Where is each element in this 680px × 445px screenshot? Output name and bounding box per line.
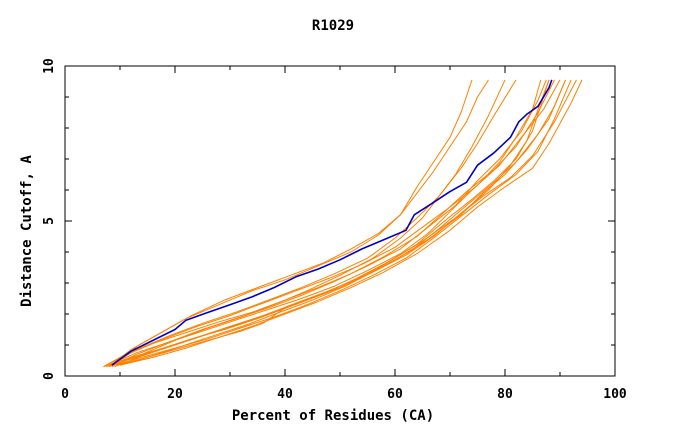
axis-ticks bbox=[64, 65, 616, 377]
highlight-series-line bbox=[111, 79, 553, 366]
plot-frame bbox=[64, 65, 616, 377]
x-tick-label: 80 bbox=[497, 387, 513, 402]
series-line bbox=[103, 79, 566, 368]
series-line bbox=[111, 79, 547, 368]
x-tick-label: 20 bbox=[167, 387, 183, 402]
series-lines bbox=[103, 79, 583, 368]
y-tick-label: 5 bbox=[42, 217, 57, 225]
series-line bbox=[114, 79, 550, 368]
x-tick-label: 100 bbox=[603, 387, 627, 402]
chart-title: R1029 bbox=[312, 18, 354, 34]
y-tick-label: 10 bbox=[42, 58, 57, 74]
series-line bbox=[103, 79, 555, 368]
series-line bbox=[114, 79, 572, 366]
x-tick-label: 40 bbox=[277, 387, 293, 402]
series-line bbox=[119, 79, 566, 366]
series-line bbox=[119, 79, 583, 366]
series-line bbox=[103, 79, 517, 368]
x-tick-label: 0 bbox=[61, 387, 69, 402]
highlight-series bbox=[111, 79, 553, 366]
series-line bbox=[108, 79, 561, 366]
series-line bbox=[108, 79, 473, 368]
series-line bbox=[108, 79, 542, 368]
x-tick-label: 60 bbox=[387, 387, 403, 402]
tick-labels: 0 20 40 60 80 100 0 5 10 bbox=[42, 58, 627, 402]
y-axis-label: Distance Cutoff, A bbox=[19, 155, 35, 307]
y-tick-label: 0 bbox=[42, 372, 57, 380]
series-line bbox=[117, 79, 550, 366]
x-axis-label: Percent of Residues (CA) bbox=[232, 408, 434, 424]
